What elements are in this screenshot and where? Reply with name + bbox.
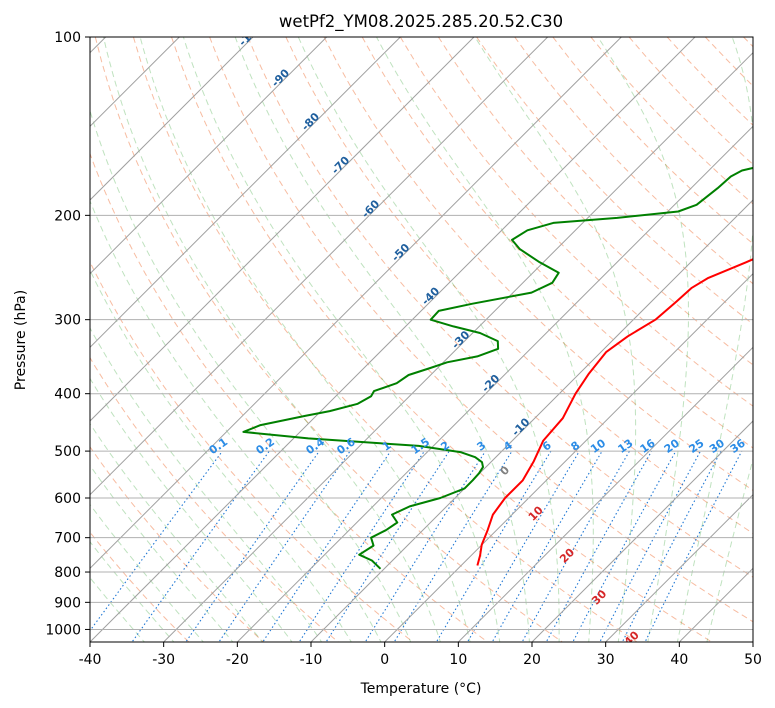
isotherm — [605, 493, 753, 642]
isotherm — [90, 37, 328, 275]
profile-line-2 — [242, 166, 753, 570]
mixing-ratio-line — [621, 450, 722, 642]
mixing-ratio-line — [466, 450, 580, 642]
moist-adiabat — [90, 199, 382, 642]
x-tick-label: -30 — [152, 652, 175, 668]
mixing-ratio-line — [393, 450, 513, 642]
isotherm — [310, 199, 753, 642]
dry-adiabat — [323, 37, 753, 491]
isotherm — [90, 37, 475, 422]
y-axis: 1000 900 800 700 600 500 400 300 200 100 — [45, 30, 90, 638]
plot-frame — [89, 36, 754, 643]
y-tick-label: 600 — [54, 491, 81, 507]
plot-area: 0.10.20.40.611.52346810131620253036-100-… — [90, 20, 753, 642]
x-tick-label: 20 — [523, 652, 541, 668]
y-tick-label: 1000 — [45, 622, 81, 638]
dry-adiabat — [247, 37, 753, 578]
y-tick-label: 400 — [54, 387, 81, 403]
y-axis-label: Pressure (hPa) — [13, 290, 29, 390]
dry-adiabat — [209, 37, 753, 623]
mixing-ratio-line — [90, 450, 223, 632]
x-tick-label: 0 — [380, 652, 389, 668]
mixing-ratio-line — [325, 450, 450, 642]
x-tick-label: 50 — [744, 652, 762, 668]
isotherm-label: -100 — [236, 20, 265, 49]
isotherm — [531, 420, 753, 642]
y-tick-label: 100 — [54, 30, 81, 46]
dry-adiabat — [90, 260, 414, 642]
x-axis-label: Temperature (°C) — [360, 681, 482, 697]
x-tick-label: 10 — [449, 652, 467, 668]
dry-adiabat — [514, 37, 753, 285]
mixing-ratio-line — [599, 450, 701, 642]
x-axis: -40 -30 -20 -10 0 10 20 30 40 50 — [79, 642, 762, 668]
x-tick-label: 40 — [670, 652, 688, 668]
mixing-ratio-line — [572, 450, 677, 642]
x-tick-label: 30 — [597, 652, 615, 668]
isotherm — [90, 37, 696, 642]
profile-line-1 — [476, 258, 753, 566]
series-layer — [242, 166, 753, 570]
x-tick-label: -20 — [226, 652, 249, 668]
y-tick-label: 200 — [54, 208, 81, 224]
mixing-ratio-line — [298, 450, 425, 642]
moist-adiabat — [90, 109, 412, 642]
isotherm — [384, 272, 753, 642]
isotherm — [90, 37, 622, 570]
y-tick-label: 800 — [54, 565, 81, 581]
background-lines — [90, 37, 753, 642]
dry-adiabat — [285, 37, 753, 535]
isotherm — [90, 37, 401, 349]
y-tick-label: 900 — [54, 595, 81, 611]
isotherm — [457, 346, 753, 642]
chart-title: wetPf2_YM08.2025.285.20.52.C30 — [279, 12, 563, 32]
y-tick-label: 500 — [54, 444, 81, 460]
isotherm — [163, 51, 753, 642]
isotherm — [236, 125, 753, 642]
x-tick-label: -40 — [79, 652, 102, 668]
mixing-ratio-line — [218, 450, 351, 642]
y-tick-label: 300 — [54, 313, 81, 329]
isotherm — [90, 37, 254, 201]
x-tick-label: -10 — [300, 652, 323, 668]
mixing-ratio-line — [185, 450, 320, 642]
isotherm — [90, 37, 549, 496]
mixing-ratio-line — [262, 450, 392, 642]
y-tick-label: 700 — [54, 531, 81, 547]
mixing-ratio-line — [131, 450, 270, 642]
